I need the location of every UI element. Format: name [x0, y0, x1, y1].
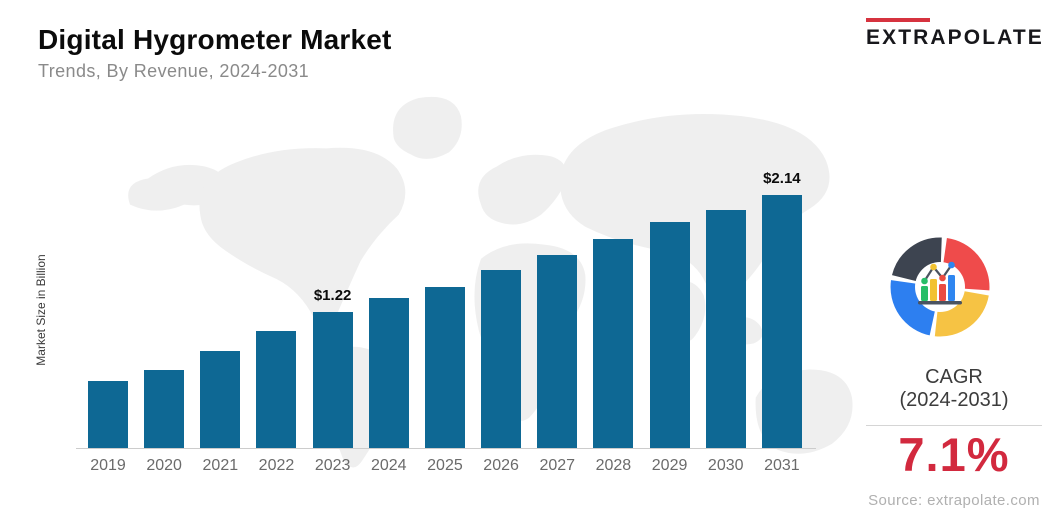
bar-2021 — [200, 351, 241, 448]
donut-segment-dark — [891, 237, 942, 283]
bar-column-2022: 2022 — [256, 150, 297, 474]
page-subtitle: Trends, By Revenue, 2024-2031 — [38, 61, 310, 81]
x-axis-tick-2020: 2020 — [146, 457, 182, 474]
x-axis-tick-2027: 2027 — [539, 457, 576, 474]
donut-segment-red — [942, 238, 990, 291]
page-title: Digital Hygrometer Market — [38, 24, 392, 55]
logo-text: EXTRAPOLATE — [866, 26, 1044, 49]
x-axis-tick-2019: 2019 — [90, 457, 126, 474]
x-axis-tick-2021: 2021 — [202, 457, 239, 474]
bar-2026 — [481, 270, 522, 448]
bar-column-2024: 2024 — [368, 150, 409, 474]
bar-column-2020: 2020 — [144, 150, 185, 474]
bar-2029 — [649, 222, 690, 448]
bar-value-label-2023: $1.22 — [313, 287, 352, 304]
x-axis-tick-2022: 2022 — [258, 457, 295, 474]
donut-chart-icon — [890, 237, 990, 337]
donut-segment-blue — [890, 280, 936, 336]
donut-segment-yellow — [934, 290, 989, 337]
x-axis-baseline — [76, 448, 816, 449]
logo-accent-bar — [866, 18, 930, 22]
bar-chart: 2019 2020 2021 2022 $1.22 2023 2024 2025 2026 202… — [88, 150, 802, 474]
bar-column-2025: 2025 — [424, 150, 465, 474]
x-axis-tick-2031: 2031 — [764, 457, 800, 474]
panel-divider — [866, 425, 1042, 426]
bar-2031 — [761, 195, 802, 448]
bar-column-2029: 2029 — [649, 150, 690, 474]
bar-2030 — [705, 210, 746, 448]
bar-2020 — [144, 370, 185, 448]
cagr-panel: CAGR (2024-2031) 7.1% Source: extrapolat… — [866, 366, 1042, 509]
x-axis-tick-2024: 2024 — [370, 457, 407, 474]
x-axis-tick-2028: 2028 — [595, 457, 632, 474]
x-axis-tick-2030: 2030 — [707, 457, 744, 474]
cagr-value: 7.1% — [898, 428, 1010, 481]
bar-column-2027: 2027 — [537, 150, 578, 474]
bar-2019 — [88, 381, 128, 448]
x-axis-tick-2029: 2029 — [651, 457, 688, 474]
cagr-label: CAGR — [925, 366, 983, 388]
cagr-range: (2024-2031) — [899, 389, 1009, 411]
bar-column-2023: $1.22 2023 — [312, 150, 353, 474]
bar-column-2021: 2021 — [200, 150, 241, 474]
x-axis-tick-2023: 2023 — [314, 457, 351, 474]
x-axis-tick-2026: 2026 — [483, 457, 519, 474]
bar-column-2031: $2.14 2031 — [761, 150, 802, 474]
bar-column-2028: 2028 — [593, 150, 634, 474]
bar-2028 — [593, 239, 634, 448]
y-axis-label: Market Size in Billion — [34, 254, 48, 366]
bar-2022 — [256, 331, 297, 448]
bar-column-2026: 2026 — [481, 150, 522, 474]
bar-value-label-2031: $2.14 — [763, 170, 801, 187]
bar-2025 — [424, 287, 465, 448]
bar-2027 — [537, 255, 578, 448]
bar-2024 — [368, 298, 409, 448]
mini-growth-chart-icon — [918, 261, 962, 305]
bar-column-2019: 2019 — [88, 150, 128, 474]
bar-column-2030: 2030 — [705, 150, 746, 474]
x-axis-tick-2025: 2025 — [427, 457, 463, 474]
bar-2023 — [312, 312, 353, 448]
source-text: Source: extrapolate.com — [868, 492, 1040, 509]
extrapolate-logo: EXTRAPOLATE — [866, 18, 1042, 50]
